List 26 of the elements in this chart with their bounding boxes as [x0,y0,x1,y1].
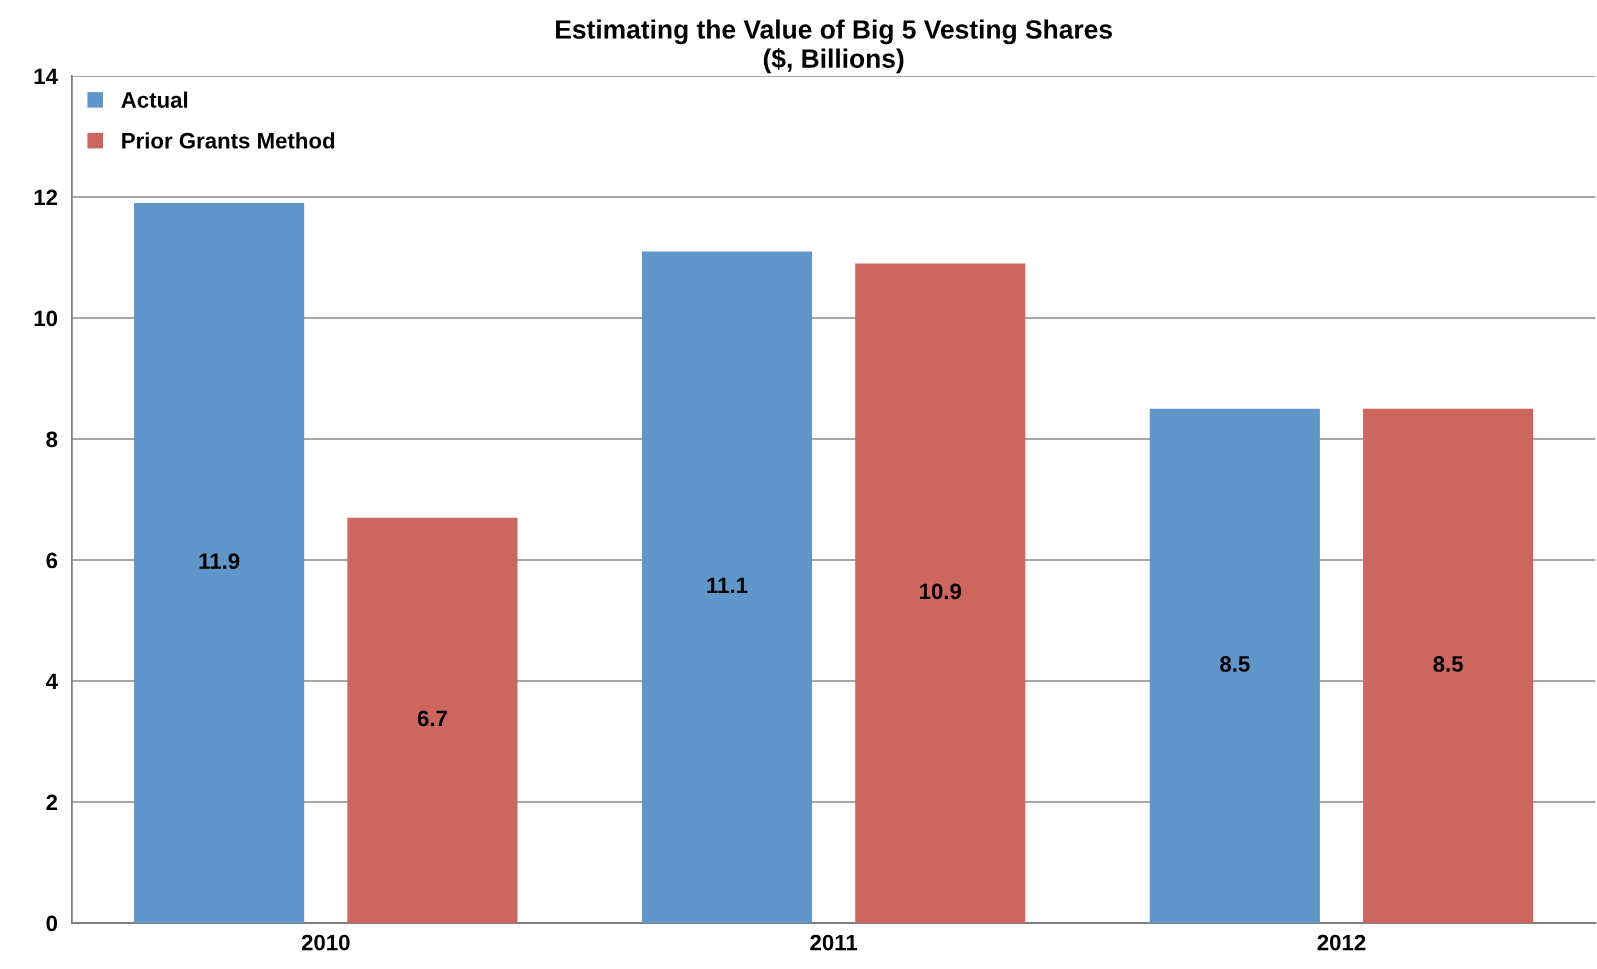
bar [641,251,813,923]
y-tick-label: 14 [34,68,58,85]
y-tick-label: 10 [34,310,58,327]
x-tick-label: 2010 [301,934,350,951]
bar [347,517,518,923]
y-tick-label: 4 [45,673,58,690]
data-label: 8.5 [1433,656,1463,672]
x-tick-label: 2012 [1317,934,1366,951]
chart-title: Estimating the Value of Big 5 Vesting Shares ($, Billions) [556,19,1112,74]
legend-label: Actual [121,91,188,108]
data-label: 10.9 [920,583,962,600]
data-label: 11.9 [199,553,240,569]
bar [1363,408,1534,923]
y-tick-label: 2 [46,794,58,811]
bar [1149,408,1320,923]
legend-label: Prior Grants Method [122,132,335,149]
y-tick-label: 12 [34,189,58,206]
y-tick-label: 8 [46,431,58,448]
x-tick-label: 2011 [810,934,858,951]
data-label: 6.7 [417,710,447,727]
bar [855,263,1026,923]
y-tick-label: 6 [46,552,58,569]
bar [134,203,305,923]
data-label: 8.5 [1220,656,1250,672]
y-tick-label: 0 [46,915,58,932]
data-label: 11.1 [707,577,748,593]
